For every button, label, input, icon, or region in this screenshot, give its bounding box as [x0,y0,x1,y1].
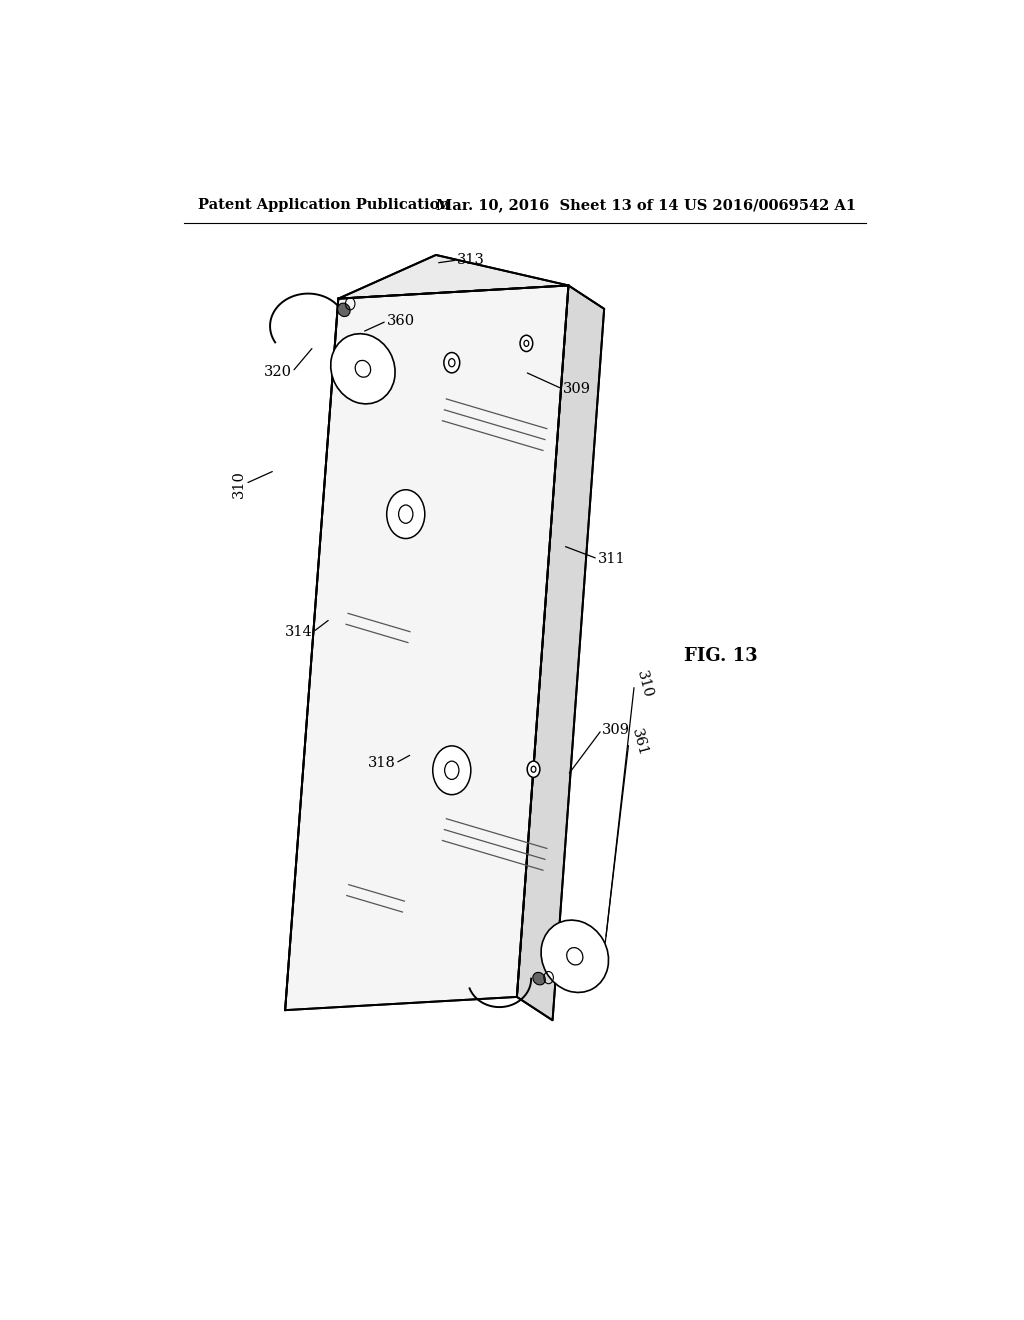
Text: 318: 318 [368,756,395,770]
Ellipse shape [541,920,608,993]
Circle shape [433,746,471,795]
Ellipse shape [532,973,546,985]
Text: 320: 320 [264,364,292,379]
Circle shape [527,762,540,777]
Polygon shape [285,285,568,1010]
Text: 309: 309 [563,381,591,396]
Ellipse shape [331,334,395,404]
Circle shape [520,335,532,351]
Ellipse shape [338,304,350,317]
Text: 360: 360 [387,314,415,329]
Text: 314: 314 [285,626,313,639]
Circle shape [443,352,460,372]
Polygon shape [338,255,568,298]
Text: 311: 311 [598,552,626,566]
Text: FIG. 13: FIG. 13 [684,647,757,665]
Text: US 2016/0069542 A1: US 2016/0069542 A1 [684,198,856,213]
Text: 310: 310 [634,669,655,700]
Text: 310: 310 [231,470,246,498]
Text: Patent Application Publication: Patent Application Publication [198,198,450,213]
Polygon shape [517,285,604,1020]
Circle shape [387,490,425,539]
Text: 309: 309 [602,722,630,737]
Text: Mar. 10, 2016  Sheet 13 of 14: Mar. 10, 2016 Sheet 13 of 14 [436,198,679,213]
Text: 313: 313 [458,253,485,267]
Text: 361: 361 [629,727,649,758]
